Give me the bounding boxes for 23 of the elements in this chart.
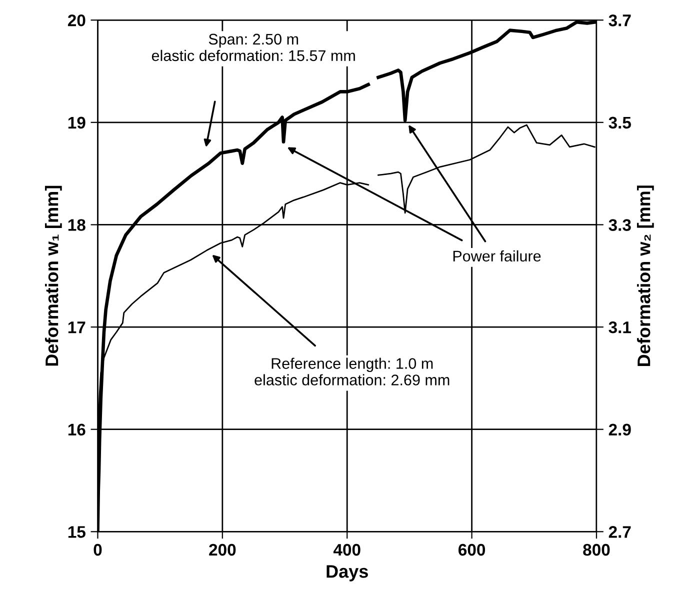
annotation: Span: 2.50 m elastic deformation: 15.57 mm [152, 34, 355, 62]
y2-axis-title: Deformation w₂ [mm] [637, 186, 654, 366]
x-tick-label: 600 [458, 544, 486, 556]
y2-tick-label: 3.7 [608, 14, 631, 26]
x-tick-label: 200 [209, 544, 236, 556]
y2-tick-label: 3.1 [608, 321, 631, 334]
x-tick-label: 0 [94, 544, 102, 556]
y-tick-label: 15 [68, 526, 86, 538]
y2-tick-label: 3.3 [608, 219, 631, 231]
y-tick-label: 20 [68, 14, 86, 26]
y-tick-label: 18 [68, 219, 86, 231]
annotation: Power failure [453, 250, 541, 262]
y2-tick-label: 3.5 [608, 116, 631, 129]
x-tick-label: 400 [333, 544, 360, 556]
y-tick-label: 17 [68, 322, 86, 334]
x-tick-label: 800 [583, 544, 610, 556]
y-tick-label: 19 [68, 116, 86, 129]
y-tick-label: 16 [68, 424, 86, 436]
y2-tick-label: 2.9 [608, 424, 631, 436]
y2-tick-label: 2.7 [608, 526, 631, 538]
annotation: Reference length: 1.0 m elastic deformation: 2.69 mm [254, 358, 450, 386]
x-axis-title: Days [326, 565, 368, 582]
y-axis-title: Deformation w₁ [mm] [45, 186, 62, 366]
